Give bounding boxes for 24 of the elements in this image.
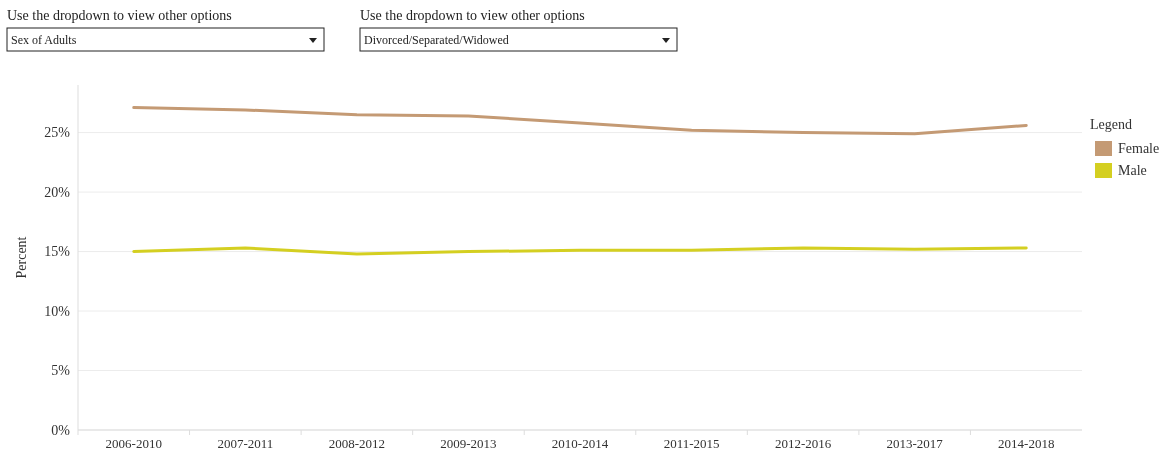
x-tick-label: 2013-2017 (886, 436, 944, 451)
y-tick-label: 15% (44, 244, 71, 260)
text: Use the dropdown to view other options (360, 8, 585, 23)
text: Sex of Adults (11, 33, 77, 47)
x-tick-label: 2014-2018 (998, 436, 1055, 451)
x-tick-label: 2007-2011 (217, 436, 274, 451)
x-tick-label: 2011-2015 (663, 436, 720, 451)
x-tick-label: 2009-2013 (440, 436, 497, 451)
line-series (132, 106, 1028, 136)
x-tick-label: 2012-2016 (774, 436, 832, 451)
y-tick-label: 0% (51, 422, 71, 438)
x-tick-label: 2008-2012 (328, 436, 386, 451)
legend-label: Male (1118, 163, 1147, 178)
x-tick-label: 2006-2010 (105, 436, 162, 451)
x-tick-label: 2010-2014 (551, 436, 609, 451)
y-tick-label: 5% (51, 363, 71, 379)
legend-title: Legend (1090, 117, 1132, 132)
y-tick-label: 20% (44, 184, 71, 200)
y-tick-label: 25% (44, 125, 71, 141)
text: Use the dropdown to view other options (7, 8, 232, 23)
text: Divorced/Separated/Widowed (364, 33, 509, 47)
legend-label: Female (1118, 141, 1160, 156)
y-tick-label: 10% (44, 303, 71, 319)
y-axis-title: Percent (14, 236, 29, 279)
